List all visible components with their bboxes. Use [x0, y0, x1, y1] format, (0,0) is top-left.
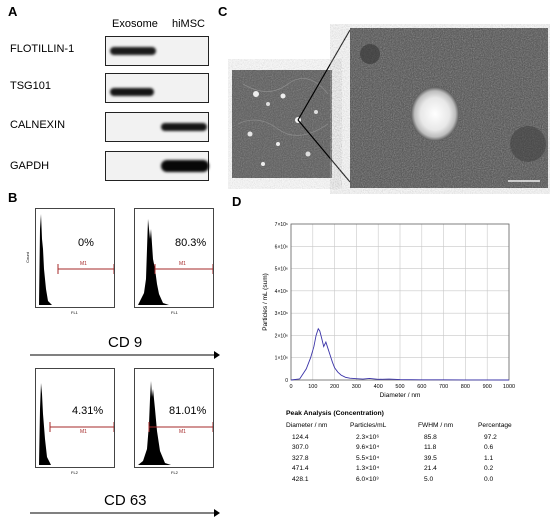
flow-xlabel-fl2: FL2	[171, 470, 178, 475]
flow-histogram-cd63-control: 4.31% M1	[35, 368, 115, 468]
x-tick-label: 1000	[503, 384, 515, 390]
table-header: FWHM / nm	[418, 422, 454, 429]
table-header: Percentage	[478, 422, 512, 429]
gate-label: M1	[80, 429, 87, 435]
table-header: Particles/mL	[350, 422, 387, 429]
wb-blot-tsg101	[105, 73, 209, 103]
x-tick-label: 400	[374, 384, 383, 390]
em-zoom-image	[350, 28, 548, 188]
x-tick-label: 300	[352, 384, 361, 390]
nta-chart: 0 100 200 300 400 500 600 700 800 900 1000 0 1×10⁶ 2×…	[262, 222, 515, 399]
peak-table-title: Peak Analysis (Concentration)	[286, 410, 384, 417]
panel-letter-d: D	[232, 194, 242, 209]
series-line	[290, 327, 510, 381]
gate-label: M1	[179, 261, 186, 267]
flow-percent-cd63: 81.01%	[169, 405, 207, 417]
flow-histogram-cd9: 80.3% M1	[134, 208, 214, 308]
table-cell: 6.0×10³	[356, 475, 379, 483]
table-cell: 327.8	[292, 454, 309, 462]
x-tick-label: 0	[289, 384, 292, 390]
y-tick-label: 0	[285, 378, 288, 384]
table-cell: 428.1	[292, 475, 309, 483]
x-tick-label: 700	[439, 384, 448, 390]
panel-letter-b: B	[8, 190, 18, 205]
table-cell: 124.4	[292, 433, 309, 441]
flow-percent-cd9: 80.3%	[175, 237, 207, 249]
table-cell: 0.6	[484, 444, 494, 451]
zoom-line-top	[297, 29, 351, 121]
cd63-arrow	[30, 509, 220, 517]
exosome-particle	[411, 87, 459, 141]
table-cell: 97.2	[484, 433, 497, 441]
y-tick-label: 4×10⁶	[275, 289, 288, 295]
flow-histogram-cd63: 81.01% M1	[134, 368, 214, 468]
y-axis-label: Particles / mL (sum)	[262, 273, 269, 331]
x-tick-label: 200	[330, 384, 339, 390]
table-cell: 9.6×10⁴	[356, 444, 380, 451]
x-tick-label: 500	[395, 384, 404, 390]
wb-column-himsc: hiMSC	[172, 18, 206, 30]
table-cell: 85.8	[424, 433, 437, 441]
peak-table: Diameter / nm Particles/mL FWHM / nm Percen…	[286, 422, 526, 512]
table-cell: 2.3×10⁶	[356, 433, 380, 441]
flow-histogram-cd9-control: 0% M1	[35, 208, 115, 308]
wb-label-tsg101: TSG101	[10, 80, 51, 92]
y-tick-label: 6×10⁶	[275, 244, 288, 250]
table-cell: 5.5×10⁴	[356, 454, 380, 462]
x-tick-label: 900	[483, 384, 492, 390]
table-cell: 307.0	[292, 444, 309, 451]
flow-xlabel-fl1: FL1	[171, 310, 178, 315]
table-header: Diameter / nm	[286, 422, 328, 429]
table-cell: 1.1	[484, 454, 494, 462]
table-cell: 0.0	[484, 475, 494, 483]
wb-label-calnexin: CALNEXIN	[10, 119, 66, 131]
x-tick-label: 100	[308, 384, 317, 390]
table-cell: 1.3×10⁴	[356, 465, 380, 472]
wb-blot-flotillin	[105, 36, 209, 66]
flow-ylabel: Count	[24, 252, 30, 263]
wb-label-gapdh: GAPDH	[10, 160, 50, 172]
wb-column-exosome: Exosome	[112, 18, 158, 30]
flow-xlabel-fl2: FL2	[71, 470, 78, 475]
wb-blot-gapdh	[105, 151, 209, 181]
table-cell: 471.4	[292, 465, 309, 472]
cd9-arrow	[30, 351, 220, 359]
x-axis-label: Diameter / nm	[380, 392, 421, 399]
table-cell: 39.5	[424, 454, 437, 462]
zoom-line-bottom	[297, 119, 351, 183]
x-tick-label: 600	[417, 384, 426, 390]
flow-xlabel-fl1: FL1	[71, 310, 78, 315]
flow-percent-cd9-control: 0%	[78, 237, 94, 249]
y-tick-label: 5×10⁶	[275, 267, 288, 273]
cd63-label: CD 63	[104, 492, 147, 509]
table-cell: 5.0	[424, 475, 434, 483]
em-image-group	[232, 28, 548, 188]
table-cell: 0.2	[484, 465, 494, 472]
wb-blot-calnexin	[105, 112, 209, 142]
y-tick-label: 1×10⁶	[275, 356, 288, 362]
cd9-label: CD 9	[108, 334, 143, 351]
em-overview-image	[232, 70, 332, 178]
table-cell: 11.8	[424, 444, 437, 451]
gate-label: M1	[179, 429, 186, 435]
table-cell: 21.4	[424, 465, 437, 472]
y-tick-label: 3×10⁶	[275, 311, 288, 317]
gate-label: M1	[80, 261, 87, 267]
y-tick-label: 7×10⁶	[275, 222, 288, 228]
panel-letter-a: A	[8, 4, 18, 19]
wb-label-flotillin: FLOTILLIN-1	[10, 43, 75, 55]
x-tick-label: 800	[461, 384, 470, 390]
y-tick-label: 2×10⁶	[275, 333, 288, 339]
panel-letter-c: C	[218, 4, 228, 19]
flow-percent-cd63-control: 4.31%	[72, 405, 104, 417]
